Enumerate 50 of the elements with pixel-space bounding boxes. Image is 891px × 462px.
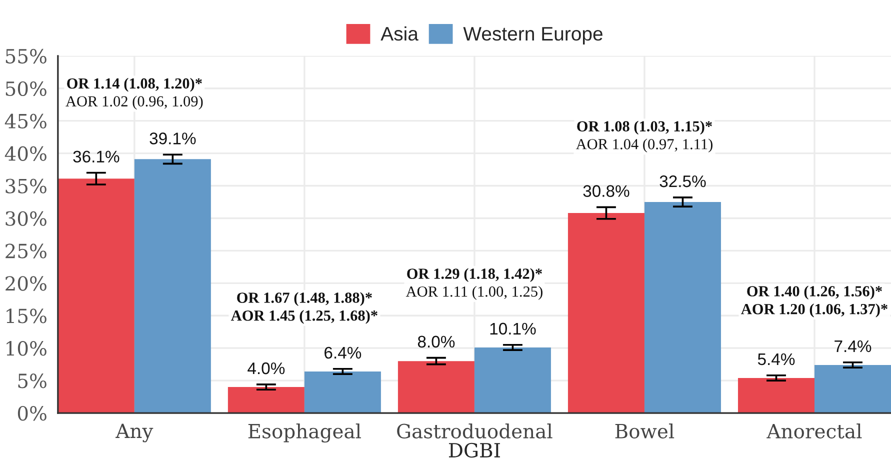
annotation: OR 1.67 (1.48, 1.88)* <box>237 292 372 306</box>
legend-label: Asia <box>380 26 418 41</box>
data-label: 39.1% <box>150 132 196 144</box>
x-tick-label: Anorectal <box>766 423 862 438</box>
bar <box>814 364 891 414</box>
y-tick-label: 45% <box>4 114 46 128</box>
bar <box>568 213 644 414</box>
x-tick-label: Gastroduodenal <box>397 423 552 438</box>
y-tick-label: 20% <box>6 276 46 291</box>
annotation: AOR 1.04 (0.97, 1.11) <box>576 138 712 152</box>
y-tick-label: 10% <box>6 341 46 356</box>
annotation: AOR 1.20 (1.06, 1.37)* <box>741 304 888 318</box>
data-label: 4.0% <box>248 362 285 374</box>
bar <box>474 347 551 414</box>
bar <box>644 202 721 414</box>
data-label: 32.5% <box>660 175 706 188</box>
annotation: OR 1.29 (1.18, 1.42)* <box>407 268 542 282</box>
y-tick-label: 40% <box>4 146 46 161</box>
bar <box>738 378 814 414</box>
y-tick-label: 50% <box>6 81 46 96</box>
annotation: AOR 1.11 (1.00, 1.25) <box>406 286 542 300</box>
data-label: 36.1% <box>73 150 120 163</box>
y-tick-label: 25% <box>6 244 46 258</box>
x-tick-label: Any <box>116 424 154 442</box>
annotation: OR 1.08 (1.03, 1.15)* <box>577 120 712 135</box>
bar <box>134 159 211 414</box>
annotation: AOR 1.45 (1.25, 1.68)* <box>230 310 378 324</box>
y-tick-label: 55% <box>6 48 46 64</box>
annotation: OR 1.40 (1.26, 1.56)* <box>747 286 882 300</box>
data-label: 5.4% <box>758 353 795 366</box>
bar <box>398 361 474 414</box>
x-tick-label: Esophageal <box>248 423 361 443</box>
y-tick-label: 30% <box>6 211 46 226</box>
y-tick-label: 15% <box>6 308 46 324</box>
data-label: 7.4% <box>834 340 872 352</box>
y-tick-label: 5% <box>18 374 46 388</box>
bar <box>304 371 381 414</box>
annotation: AOR 1.02 (0.96, 1.09) <box>66 96 203 110</box>
annotation: OR 1.14 (1.08, 1.20)* <box>67 78 202 92</box>
x-tick-label: Bowel <box>615 423 674 438</box>
data-label: 30.8% <box>583 185 630 197</box>
data-label: 6.4% <box>324 346 362 359</box>
x-axis-title: DGBI <box>448 442 500 458</box>
y-tick-label: 0% <box>18 406 46 421</box>
legend-label: Western Europe <box>463 27 602 45</box>
data-label: 10.1% <box>490 322 536 335</box>
data-label: 8.0% <box>418 336 455 348</box>
bar <box>58 178 134 414</box>
y-tick-label: 35% <box>6 178 46 194</box>
bar <box>228 387 304 414</box>
